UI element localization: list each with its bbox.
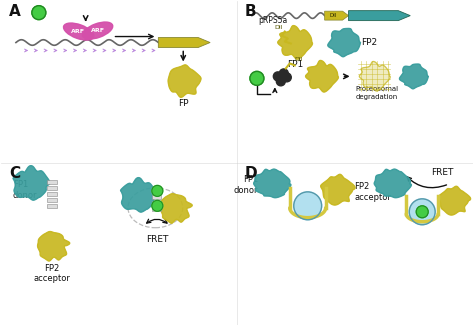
Text: FP2
acceptor: FP2 acceptor	[33, 263, 70, 283]
Text: ARF: ARF	[91, 28, 105, 33]
Polygon shape	[278, 26, 312, 59]
Polygon shape	[374, 169, 411, 198]
Text: FP2
acceptor: FP2 acceptor	[355, 182, 392, 201]
Text: ARF: ARF	[71, 29, 85, 34]
Circle shape	[283, 73, 291, 82]
Circle shape	[152, 185, 163, 196]
Circle shape	[416, 206, 428, 218]
Text: FRET: FRET	[431, 168, 453, 177]
Bar	[152, 189, 161, 193]
Polygon shape	[37, 231, 70, 261]
Text: B: B	[245, 4, 256, 19]
Text: FRET: FRET	[146, 235, 169, 244]
Polygon shape	[160, 194, 192, 223]
FancyArrow shape	[325, 11, 348, 20]
Text: FP2: FP2	[362, 38, 378, 47]
Polygon shape	[168, 65, 201, 97]
Text: DII: DII	[274, 24, 283, 30]
Polygon shape	[328, 28, 360, 57]
Bar	[47, 186, 57, 190]
Text: FP1: FP1	[287, 60, 303, 69]
Bar	[152, 207, 161, 211]
Bar	[152, 195, 161, 199]
Circle shape	[250, 71, 264, 85]
Text: pRPS5a: pRPS5a	[258, 16, 287, 24]
Text: FP: FP	[178, 99, 189, 108]
Circle shape	[152, 200, 163, 211]
Text: A: A	[9, 4, 21, 19]
Text: DII: DII	[295, 57, 303, 63]
Polygon shape	[359, 61, 390, 91]
Circle shape	[276, 77, 285, 86]
Text: D: D	[245, 166, 257, 181]
Polygon shape	[120, 178, 157, 212]
Text: FP1
donor: FP1 donor	[13, 180, 37, 200]
Text: FP1
donor: FP1 donor	[233, 175, 258, 195]
Polygon shape	[400, 64, 428, 89]
Polygon shape	[13, 166, 50, 200]
Circle shape	[273, 72, 283, 81]
Circle shape	[409, 199, 435, 225]
Text: Proteosomal
degradation: Proteosomal degradation	[356, 86, 399, 100]
Circle shape	[279, 69, 288, 78]
Bar	[152, 201, 161, 205]
Circle shape	[294, 192, 322, 220]
Bar	[47, 180, 57, 184]
FancyArrow shape	[158, 37, 210, 48]
Text: C: C	[9, 166, 20, 181]
Text: DII: DII	[330, 13, 337, 18]
Polygon shape	[254, 169, 291, 198]
Bar	[47, 198, 57, 202]
Ellipse shape	[82, 22, 113, 39]
Circle shape	[32, 6, 46, 20]
Bar	[47, 204, 57, 208]
FancyArrow shape	[348, 11, 410, 21]
Polygon shape	[438, 186, 471, 215]
Polygon shape	[321, 174, 355, 205]
Bar	[47, 192, 57, 196]
Polygon shape	[306, 60, 338, 92]
Ellipse shape	[64, 23, 94, 40]
